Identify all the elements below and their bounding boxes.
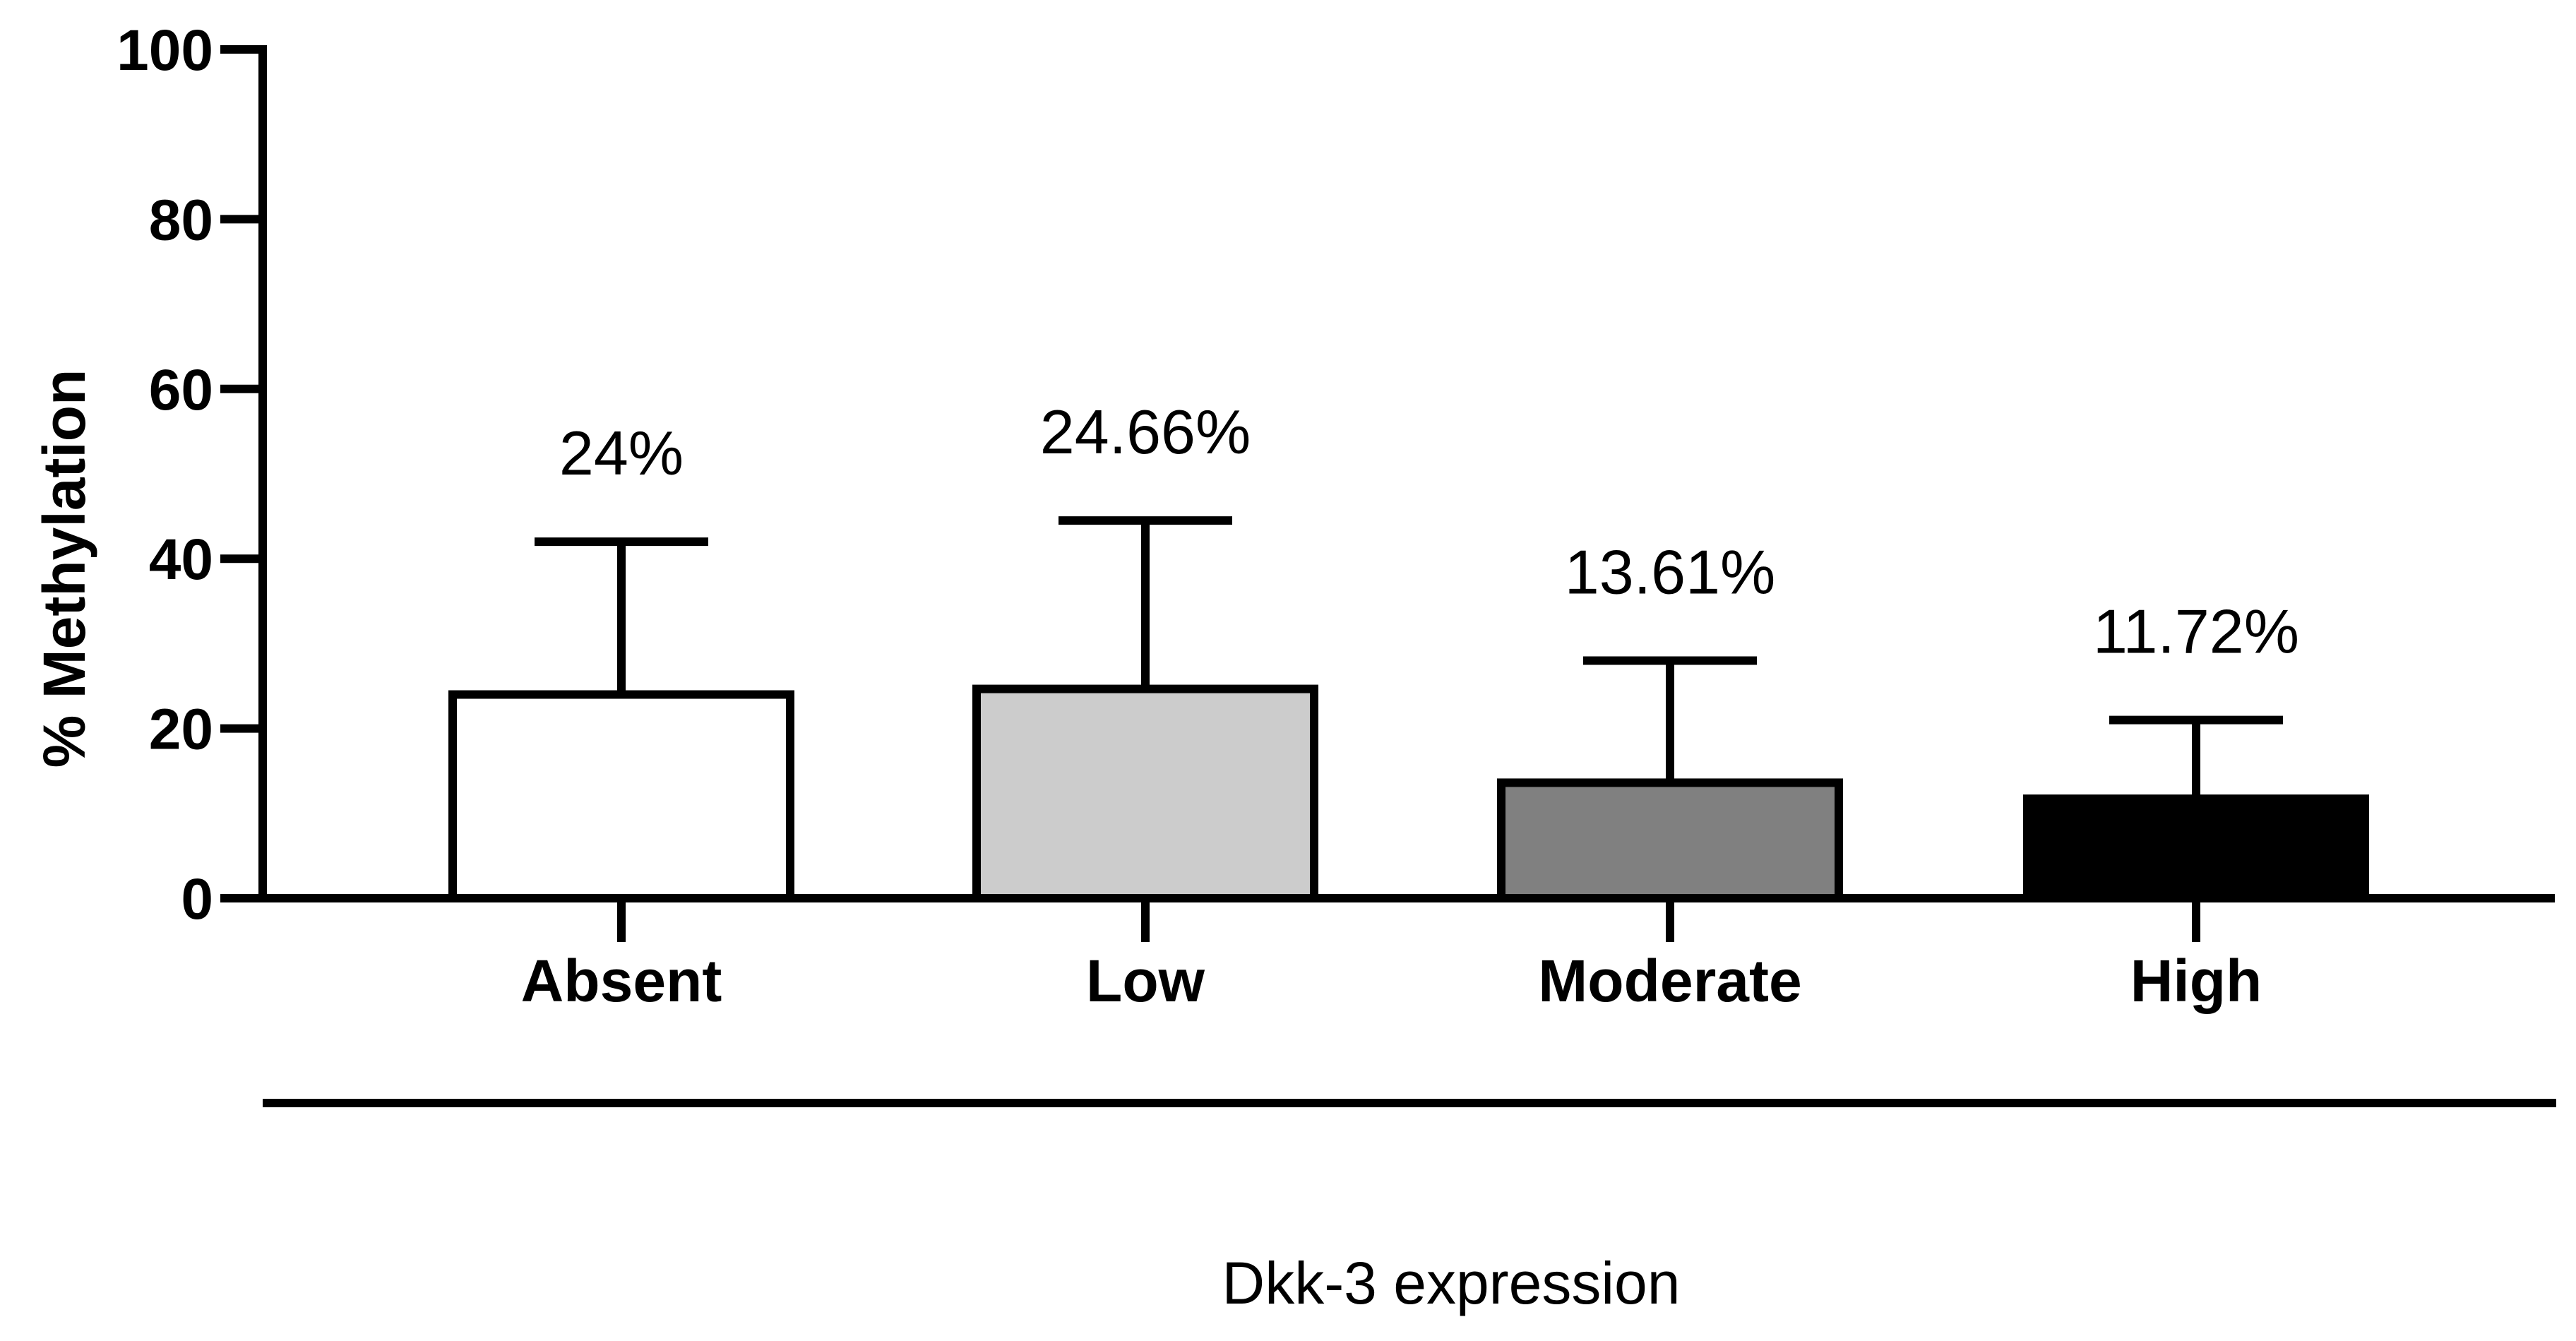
x-axis-title: Dkk-3 expression — [1222, 1250, 1681, 1316]
data-label: 13.61% — [1565, 537, 1775, 607]
bars — [448, 684, 2369, 903]
data-label: 24.66% — [1040, 397, 1251, 467]
category-label: Moderate — [1538, 948, 1801, 1014]
y-tick-label: 0 — [181, 867, 213, 931]
category-label: Absent — [521, 948, 722, 1014]
data-label: 24% — [559, 418, 684, 488]
category-label: High — [2130, 948, 2262, 1014]
data-label: 11.72% — [2093, 597, 2299, 667]
bar-absent — [448, 690, 794, 903]
y-tick-label: 60 — [149, 358, 213, 422]
y-axis-title: % Methylation — [31, 369, 97, 768]
data-labels: 24% 24.66% 13.61% 11.72% — [559, 397, 2299, 666]
bar-low — [972, 684, 1318, 902]
y-tick-label: 80 — [149, 188, 213, 252]
error-bars — [535, 516, 2283, 799]
y-tick-label: 40 — [149, 528, 213, 592]
category-label: Low — [1086, 948, 1205, 1014]
category-labels: Absent Low Moderate High — [521, 948, 2262, 1014]
bar-moderate — [1497, 778, 1843, 903]
bar-high — [2023, 794, 2369, 903]
y-tick-label: 20 — [149, 698, 213, 762]
y-tick-label: 100 — [117, 18, 213, 83]
y-ticks: 0 20 40 60 80 100 — [117, 18, 263, 931]
